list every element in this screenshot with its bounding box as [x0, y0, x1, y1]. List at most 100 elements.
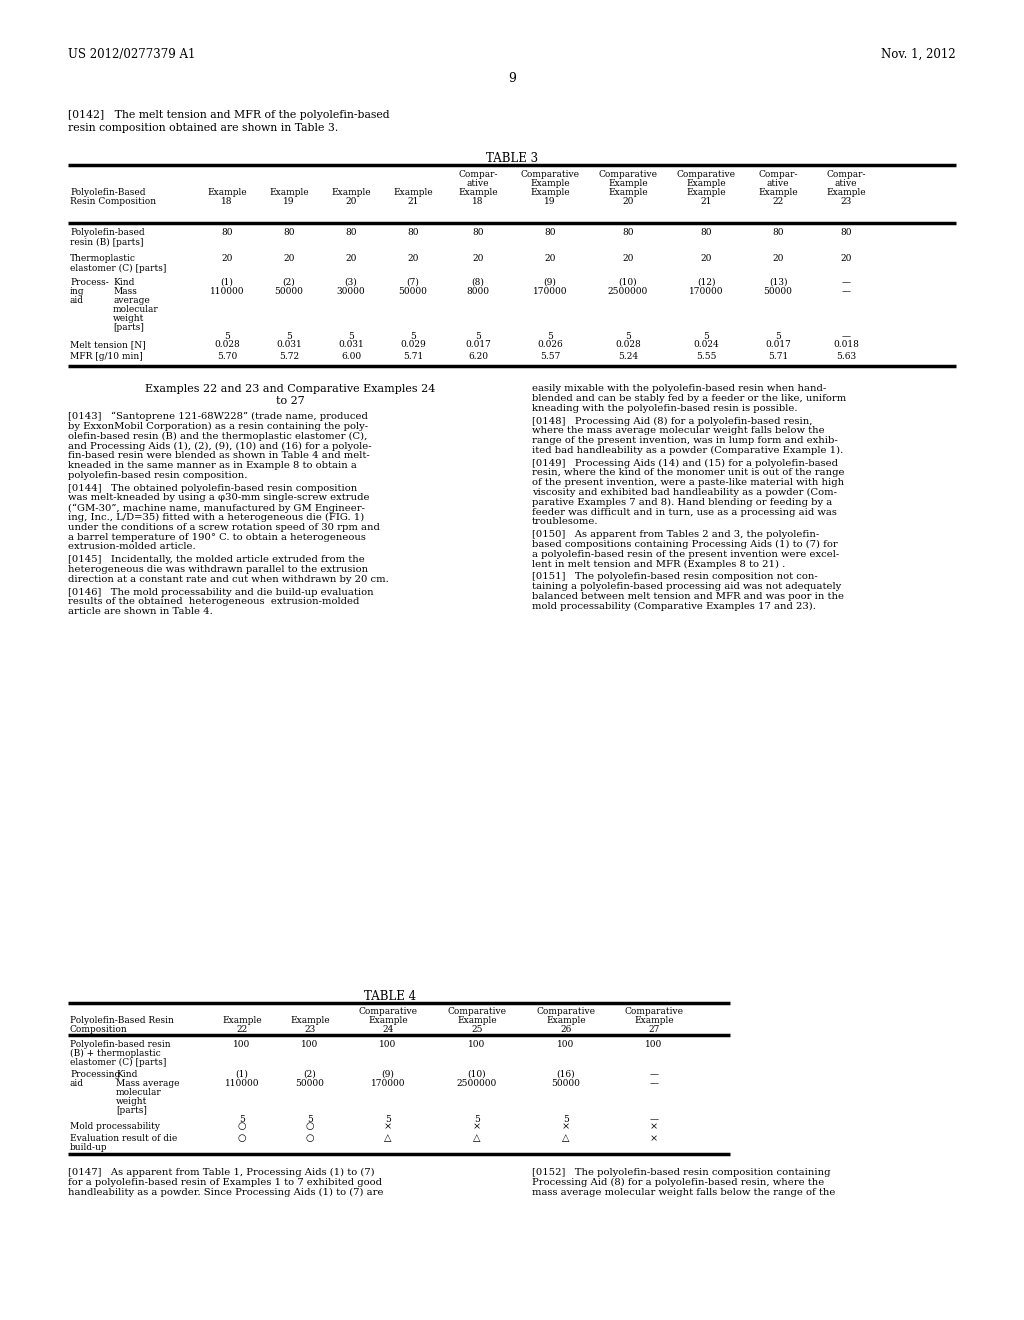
Text: mass average molecular weight falls below the range of the: mass average molecular weight falls belo…: [532, 1188, 836, 1197]
Text: ing: ing: [70, 286, 85, 296]
Text: 110000: 110000: [210, 286, 245, 296]
Text: Example: Example: [546, 1016, 586, 1026]
Text: heterogeneous die was withdrawn parallel to the extrusion: heterogeneous die was withdrawn parallel…: [68, 565, 368, 574]
Text: Comparative: Comparative: [625, 1007, 683, 1016]
Text: Melt tension [N]: Melt tension [N]: [70, 341, 145, 348]
Text: 170000: 170000: [689, 286, 723, 296]
Text: Example: Example: [530, 187, 569, 197]
Text: Example: Example: [686, 180, 726, 187]
Text: —: —: [649, 1115, 658, 1125]
Text: 5: 5: [224, 333, 230, 341]
Text: 0.028: 0.028: [214, 341, 240, 348]
Text: —: —: [842, 286, 851, 296]
Text: Processing: Processing: [70, 1071, 120, 1078]
Text: 100: 100: [233, 1040, 251, 1049]
Text: ative: ative: [767, 180, 790, 187]
Text: Nov. 1, 2012: Nov. 1, 2012: [882, 48, 956, 61]
Text: feeder was difficult and in turn, use as a processing aid was: feeder was difficult and in turn, use as…: [532, 508, 837, 516]
Text: Composition: Composition: [70, 1026, 128, 1034]
Text: (13): (13): [769, 279, 787, 286]
Text: Compar-: Compar-: [459, 170, 498, 180]
Text: 5.24: 5.24: [617, 352, 638, 360]
Text: extrusion-molded article.: extrusion-molded article.: [68, 543, 196, 552]
Text: ited bad handleability as a powder (Comparative Example 1).: ited bad handleability as a powder (Comp…: [532, 446, 843, 455]
Text: taining a polyolefin-based processing aid was not adequately: taining a polyolefin-based processing ai…: [532, 582, 842, 591]
Text: 80: 80: [623, 228, 634, 238]
Text: Polyolefin-based resin: Polyolefin-based resin: [70, 1040, 171, 1049]
Text: kneaded in the same manner as in Example 8 to obtain a: kneaded in the same manner as in Example…: [68, 461, 357, 470]
Text: Process-: Process-: [70, 279, 109, 286]
Text: average: average: [113, 296, 150, 305]
Text: Example: Example: [608, 180, 648, 187]
Text: ○: ○: [306, 1134, 314, 1143]
Text: weight: weight: [116, 1097, 147, 1106]
Text: —: —: [649, 1071, 658, 1078]
Text: ×: ×: [384, 1122, 392, 1131]
Text: based compositions containing Processing Aids (1) to (7) for: based compositions containing Processing…: [532, 540, 838, 549]
Text: US 2012/0277379 A1: US 2012/0277379 A1: [68, 48, 196, 61]
Text: (16): (16): [557, 1071, 575, 1078]
Text: a barrel temperature of 190° C. to obtain a heterogeneous: a barrel temperature of 190° C. to obtai…: [68, 532, 366, 541]
Text: ○: ○: [238, 1134, 246, 1143]
Text: 0.029: 0.029: [400, 341, 426, 348]
Text: 20: 20: [408, 253, 419, 263]
Text: [0152]   The polyolefin-based resin composition containing: [0152] The polyolefin-based resin compos…: [532, 1168, 830, 1177]
Text: 5.63: 5.63: [836, 352, 856, 360]
Text: 0.026: 0.026: [538, 341, 563, 348]
Text: aid: aid: [70, 296, 84, 305]
Text: 20: 20: [345, 197, 356, 206]
Text: 5: 5: [547, 333, 553, 341]
Text: ative: ative: [835, 180, 857, 187]
Text: 8000: 8000: [467, 286, 489, 296]
Text: Compar-: Compar-: [758, 170, 798, 180]
Text: under the conditions of a screw rotation speed of 30 rpm and: under the conditions of a screw rotation…: [68, 523, 380, 532]
Text: △: △: [384, 1134, 392, 1143]
Text: Example: Example: [758, 187, 798, 197]
Text: 20: 20: [345, 253, 356, 263]
Text: 23: 23: [304, 1026, 315, 1034]
Text: 80: 80: [772, 228, 783, 238]
Text: of the present invention, were a paste-like material with high: of the present invention, were a paste-l…: [532, 478, 844, 487]
Text: 0.028: 0.028: [615, 341, 641, 348]
Text: 5: 5: [475, 333, 481, 341]
Text: (1): (1): [236, 1071, 249, 1078]
Text: easily mixable with the polyolefin-based resin when hand-: easily mixable with the polyolefin-based…: [532, 384, 826, 393]
Text: elastomer (C) [parts]: elastomer (C) [parts]: [70, 264, 166, 273]
Text: (2): (2): [283, 279, 295, 286]
Text: range of the present invention, was in lump form and exhib-: range of the present invention, was in l…: [532, 436, 838, 445]
Text: 21: 21: [408, 197, 419, 206]
Text: (9): (9): [544, 279, 556, 286]
Text: 110000: 110000: [224, 1078, 259, 1088]
Text: Examples 22 and 23 and Comparative Examples 24: Examples 22 and 23 and Comparative Examp…: [144, 384, 435, 393]
Text: direction at a constant rate and cut when withdrawn by 20 cm.: direction at a constant rate and cut whe…: [68, 574, 389, 583]
Text: resin (B) [parts]: resin (B) [parts]: [70, 238, 143, 247]
Text: [parts]: [parts]: [113, 323, 144, 333]
Text: 20: 20: [841, 253, 852, 263]
Text: balanced between melt tension and MFR and was poor in the: balanced between melt tension and MFR an…: [532, 591, 844, 601]
Text: 23: 23: [841, 197, 852, 206]
Text: build-up: build-up: [70, 1143, 108, 1152]
Text: weight: weight: [113, 314, 144, 323]
Text: Example: Example: [222, 1016, 262, 1026]
Text: Kind: Kind: [116, 1071, 137, 1078]
Text: (“GM-30”, machine name, manufactured by GM Engineer-: (“GM-30”, machine name, manufactured by …: [68, 503, 365, 512]
Text: Polyolefin-based: Polyolefin-based: [70, 228, 144, 238]
Text: 9: 9: [508, 73, 516, 84]
Text: 0.031: 0.031: [276, 341, 302, 348]
Text: 100: 100: [379, 1040, 396, 1049]
Text: (2): (2): [304, 1071, 316, 1078]
Text: 20: 20: [772, 253, 783, 263]
Text: 2500000: 2500000: [457, 1078, 497, 1088]
Text: Example: Example: [530, 180, 569, 187]
Text: 18: 18: [472, 197, 483, 206]
Text: Example: Example: [826, 187, 866, 197]
Text: 20: 20: [472, 253, 483, 263]
Text: (3): (3): [345, 279, 357, 286]
Text: Polyolefin-Based Resin: Polyolefin-Based Resin: [70, 1016, 174, 1026]
Text: 2500000: 2500000: [608, 286, 648, 296]
Text: troublesome.: troublesome.: [532, 517, 598, 527]
Text: 80: 80: [221, 228, 232, 238]
Text: for a polyolefin-based resin of Examples 1 to 7 exhibited good: for a polyolefin-based resin of Examples…: [68, 1177, 382, 1187]
Text: Mold processability: Mold processability: [70, 1122, 160, 1131]
Text: ○: ○: [238, 1122, 246, 1131]
